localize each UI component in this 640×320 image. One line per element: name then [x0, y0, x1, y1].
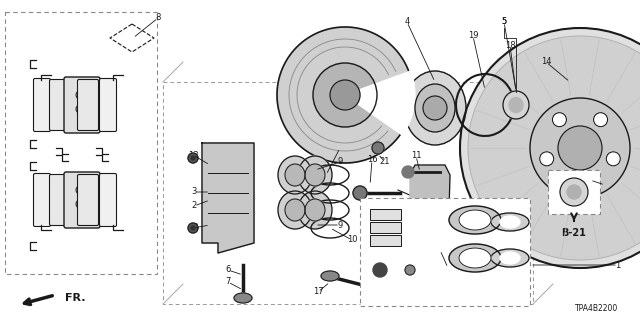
Circle shape [606, 152, 620, 166]
Ellipse shape [278, 191, 312, 229]
FancyBboxPatch shape [49, 79, 70, 131]
Circle shape [540, 152, 554, 166]
Polygon shape [410, 165, 450, 255]
Ellipse shape [76, 199, 88, 209]
Text: FR.: FR. [65, 293, 86, 303]
Circle shape [423, 96, 447, 120]
Circle shape [567, 185, 581, 199]
Ellipse shape [76, 185, 88, 195]
Ellipse shape [491, 249, 529, 267]
Ellipse shape [415, 84, 455, 132]
Text: 13: 13 [188, 223, 198, 233]
Text: B-21: B-21 [561, 228, 586, 238]
Circle shape [405, 265, 415, 275]
Circle shape [560, 178, 588, 206]
Ellipse shape [509, 98, 523, 113]
Ellipse shape [491, 213, 529, 231]
Ellipse shape [76, 104, 88, 114]
Circle shape [402, 166, 414, 178]
FancyBboxPatch shape [369, 209, 401, 220]
Text: 7: 7 [225, 277, 230, 286]
Bar [163, 82, 533, 304]
FancyBboxPatch shape [33, 78, 51, 132]
Ellipse shape [500, 216, 520, 228]
Text: TPA4B2200: TPA4B2200 [575, 304, 618, 313]
Bar [548, 170, 600, 214]
Ellipse shape [305, 199, 325, 221]
Ellipse shape [449, 206, 501, 234]
Text: 5: 5 [501, 18, 507, 27]
Circle shape [558, 126, 602, 170]
Text: 14: 14 [541, 58, 551, 67]
Ellipse shape [285, 164, 305, 186]
Text: 4: 4 [404, 18, 410, 27]
Text: 15: 15 [321, 171, 332, 180]
Ellipse shape [285, 199, 305, 221]
FancyBboxPatch shape [77, 174, 99, 226]
Polygon shape [277, 27, 409, 163]
Ellipse shape [298, 191, 332, 229]
FancyBboxPatch shape [369, 235, 401, 245]
FancyBboxPatch shape [99, 78, 116, 132]
Bar [360, 198, 530, 306]
FancyBboxPatch shape [49, 174, 70, 226]
Ellipse shape [459, 210, 491, 230]
Text: 6: 6 [225, 266, 230, 275]
Text: 18: 18 [505, 41, 515, 50]
Circle shape [552, 113, 566, 127]
Text: 11: 11 [411, 151, 421, 161]
Text: 3: 3 [191, 188, 196, 196]
FancyBboxPatch shape [369, 221, 401, 233]
Circle shape [353, 186, 367, 200]
Text: 8: 8 [156, 13, 161, 22]
Text: 19: 19 [468, 31, 478, 41]
Circle shape [373, 263, 387, 277]
Circle shape [330, 80, 360, 110]
Text: 20: 20 [600, 180, 611, 189]
Text: 21: 21 [380, 157, 390, 166]
Circle shape [188, 153, 198, 163]
Text: 1: 1 [616, 260, 621, 269]
Circle shape [460, 28, 640, 268]
Circle shape [191, 226, 195, 230]
Circle shape [593, 113, 607, 127]
FancyBboxPatch shape [64, 77, 100, 133]
Bar [5, 12, 157, 274]
Text: 16: 16 [367, 156, 378, 164]
Ellipse shape [459, 248, 491, 268]
Circle shape [313, 63, 377, 127]
Circle shape [468, 36, 640, 260]
Wedge shape [345, 71, 415, 135]
Ellipse shape [500, 252, 520, 264]
Text: 9: 9 [337, 157, 342, 166]
Circle shape [188, 223, 198, 233]
FancyBboxPatch shape [77, 79, 99, 131]
Ellipse shape [305, 164, 325, 186]
Polygon shape [202, 143, 254, 253]
Ellipse shape [298, 156, 332, 194]
Ellipse shape [404, 71, 466, 145]
Ellipse shape [503, 91, 529, 119]
Circle shape [530, 98, 630, 198]
Ellipse shape [321, 271, 339, 281]
Text: 12: 12 [443, 263, 453, 273]
Text: 10: 10 [347, 236, 357, 244]
Ellipse shape [234, 293, 252, 303]
Ellipse shape [278, 156, 312, 194]
Circle shape [191, 156, 195, 160]
Text: 2: 2 [191, 202, 196, 211]
FancyBboxPatch shape [33, 173, 51, 227]
FancyBboxPatch shape [99, 173, 116, 227]
Circle shape [573, 176, 587, 190]
Text: 5: 5 [501, 18, 507, 27]
Circle shape [372, 142, 384, 154]
Text: 13: 13 [188, 150, 198, 159]
Text: 17: 17 [313, 287, 323, 297]
Ellipse shape [76, 90, 88, 100]
FancyBboxPatch shape [64, 172, 100, 228]
Ellipse shape [449, 244, 501, 272]
Text: 9: 9 [337, 220, 342, 229]
